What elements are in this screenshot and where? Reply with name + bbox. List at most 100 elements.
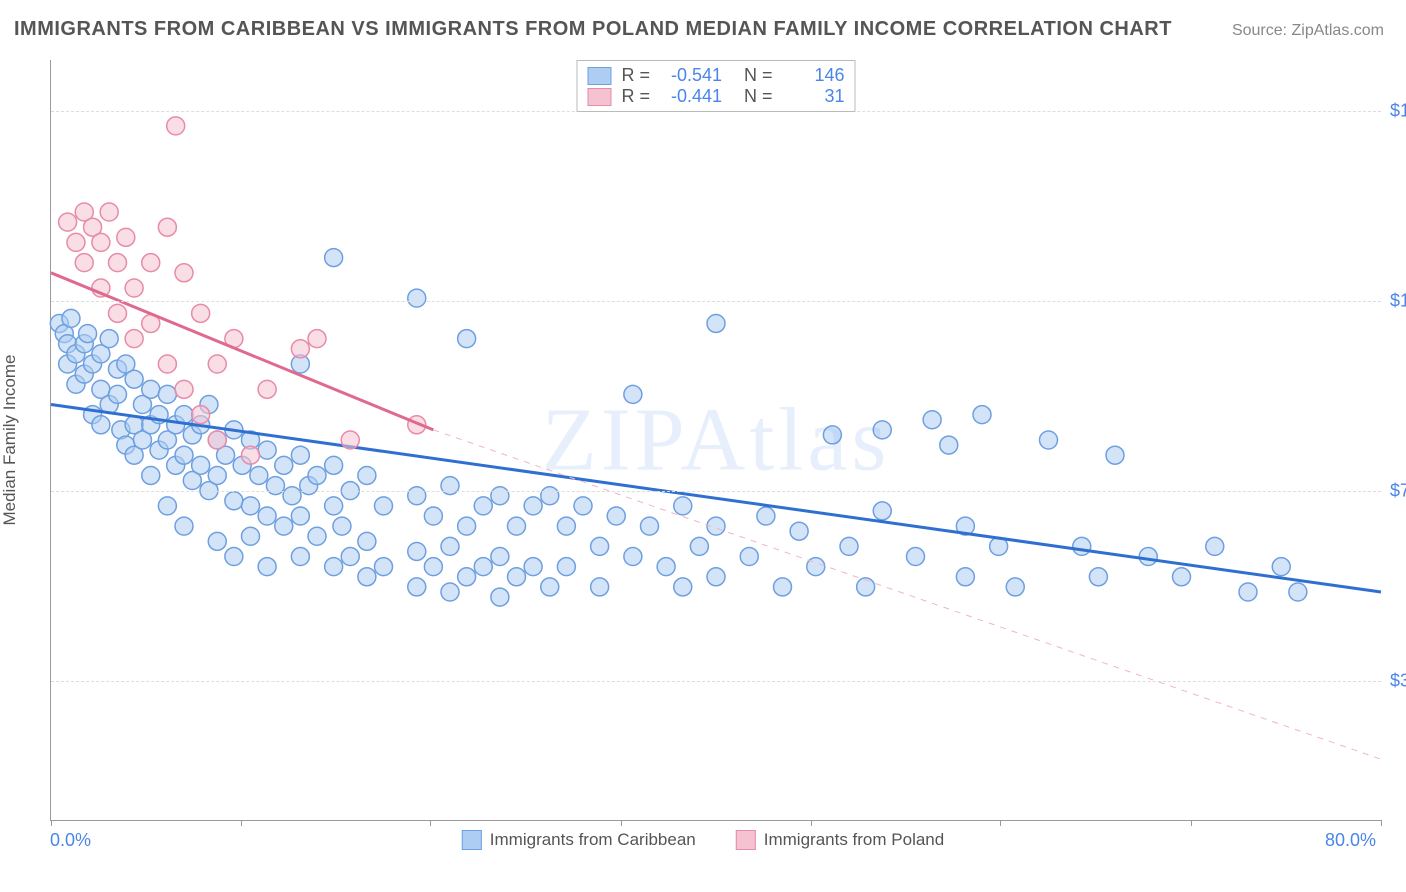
data-point	[823, 426, 841, 444]
data-point	[258, 507, 276, 525]
data-point	[458, 517, 476, 535]
data-point	[208, 466, 226, 484]
data-point	[591, 537, 609, 555]
data-point	[441, 583, 459, 601]
data-point	[840, 537, 858, 555]
data-point	[67, 233, 85, 251]
data-point	[973, 406, 991, 424]
data-point	[325, 249, 343, 267]
data-point	[266, 477, 284, 495]
data-point	[283, 487, 301, 505]
data-point	[408, 542, 426, 560]
data-point	[100, 330, 118, 348]
legend-label: Immigrants from Poland	[764, 830, 944, 850]
gridline-h	[51, 301, 1381, 302]
legend-swatch	[462, 830, 482, 850]
data-point	[291, 446, 309, 464]
x-tick	[811, 820, 812, 826]
correlation-row: R =-0.441N =31	[587, 86, 844, 107]
data-point	[508, 517, 526, 535]
x-tick	[1381, 820, 1382, 826]
data-point	[358, 532, 376, 550]
gridline-h	[51, 491, 1381, 492]
data-point	[109, 385, 127, 403]
data-point	[59, 213, 77, 231]
data-point	[325, 558, 343, 576]
data-point	[158, 385, 176, 403]
data-point	[408, 289, 426, 307]
data-point	[275, 456, 293, 474]
data-point	[458, 568, 476, 586]
legend-swatch	[587, 88, 611, 106]
x-tick	[430, 820, 431, 826]
correlation-legend: R =-0.541N =146R =-0.441N =31	[576, 60, 855, 112]
data-point	[541, 487, 559, 505]
chart-title: IMMIGRANTS FROM CARIBBEAN VS IMMIGRANTS …	[14, 18, 1172, 41]
data-point	[79, 325, 97, 343]
data-point	[208, 355, 226, 373]
data-point	[441, 477, 459, 495]
data-point	[591, 578, 609, 596]
data-point	[1239, 583, 1257, 601]
data-point	[491, 548, 509, 566]
data-point	[167, 117, 185, 135]
data-point	[109, 254, 127, 272]
data-point	[375, 497, 393, 515]
data-point	[1040, 431, 1058, 449]
data-point	[158, 218, 176, 236]
r-value: -0.441	[660, 86, 722, 107]
data-point	[142, 380, 160, 398]
data-point	[175, 446, 193, 464]
chart-svg	[51, 60, 1381, 820]
data-point	[508, 568, 526, 586]
data-point	[674, 497, 692, 515]
data-point	[424, 558, 442, 576]
data-point	[175, 264, 193, 282]
data-point	[341, 548, 359, 566]
data-point	[1006, 578, 1024, 596]
data-point	[308, 330, 326, 348]
data-point	[375, 558, 393, 576]
data-point	[474, 497, 492, 515]
data-point	[325, 497, 343, 515]
x-tick	[241, 820, 242, 826]
data-point	[308, 466, 326, 484]
n-value: 31	[783, 86, 845, 107]
data-point	[458, 330, 476, 348]
plot-area: ZIPAtlas R =-0.541N =146R =-0.441N =31 $…	[50, 60, 1381, 821]
data-point	[75, 254, 93, 272]
y-tick-label: $150,000	[1386, 100, 1406, 121]
data-point	[242, 446, 260, 464]
data-point	[341, 431, 359, 449]
data-point	[62, 309, 80, 327]
data-point	[1106, 446, 1124, 464]
n-label: N =	[744, 65, 773, 86]
data-point	[424, 507, 442, 525]
data-point	[208, 532, 226, 550]
data-point	[757, 507, 775, 525]
data-point	[641, 517, 659, 535]
y-axis-label: Median Family Income	[0, 354, 20, 525]
data-point	[1073, 537, 1091, 555]
data-point	[158, 497, 176, 515]
data-point	[192, 406, 210, 424]
data-point	[291, 507, 309, 525]
n-value: 146	[783, 65, 845, 86]
data-point	[624, 548, 642, 566]
data-point	[291, 548, 309, 566]
x-axis-max-label: 80.0%	[1325, 830, 1376, 851]
data-point	[1139, 548, 1157, 566]
data-point	[657, 558, 675, 576]
data-point	[907, 548, 925, 566]
x-tick	[51, 820, 52, 826]
data-point	[175, 380, 193, 398]
data-point	[491, 588, 509, 606]
data-point	[92, 233, 110, 251]
data-point	[1089, 568, 1107, 586]
data-point	[158, 355, 176, 373]
data-point	[242, 527, 260, 545]
data-point	[258, 441, 276, 459]
data-point	[175, 517, 193, 535]
data-point	[524, 558, 542, 576]
data-point	[857, 578, 875, 596]
